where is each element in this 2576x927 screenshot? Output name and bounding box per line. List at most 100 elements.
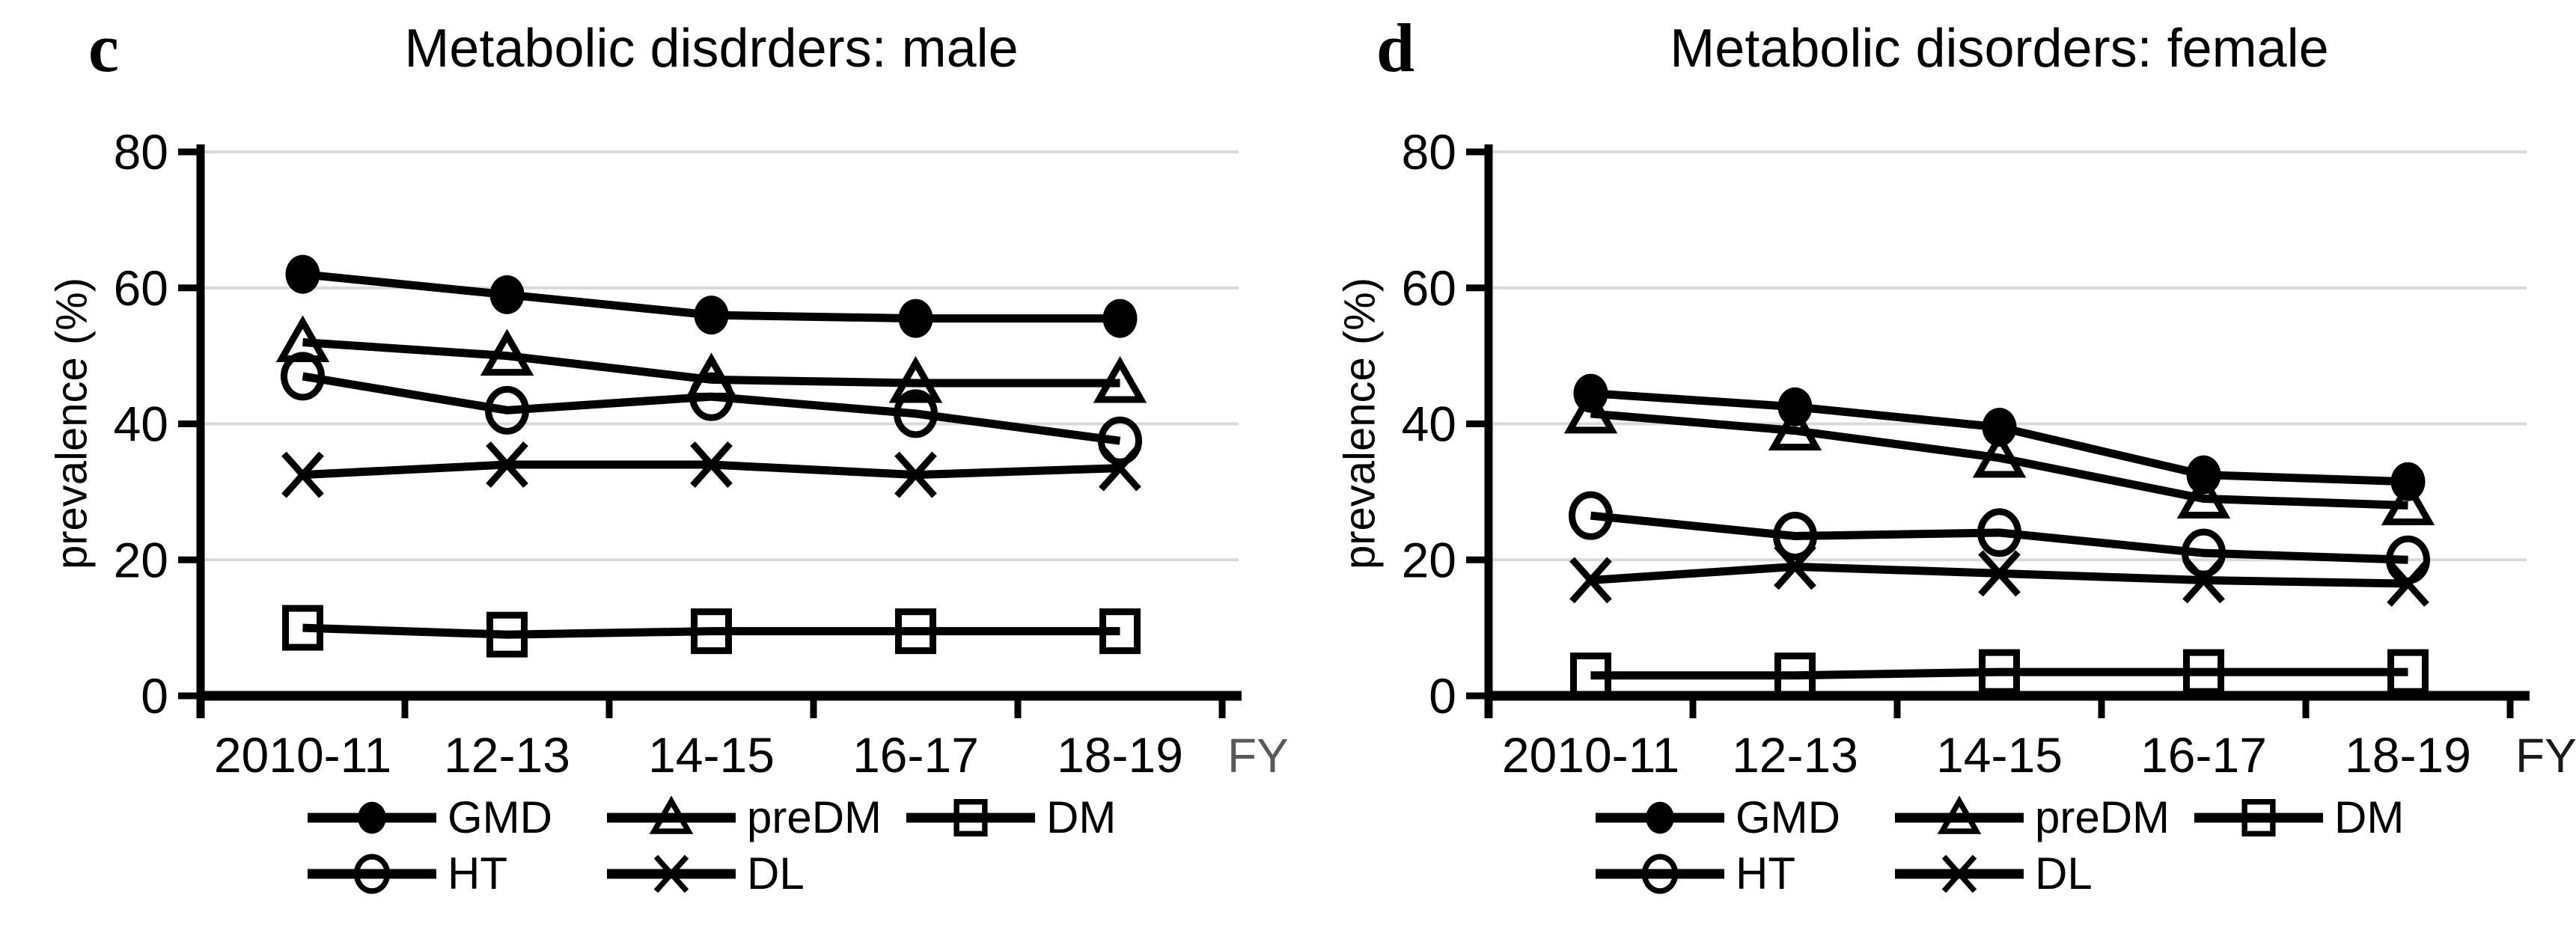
open-square-marker-DM — [691, 608, 732, 655]
open-triangle-marker-preDM — [480, 328, 534, 376]
open-square-marker-DM — [2387, 649, 2429, 695]
plot-svg-male: 0 20 40 60 80 2010-11 12-13 14-15 16-17 18-19 FY — [114, 124, 1288, 783]
open-circle-icon — [308, 853, 436, 894]
chart-title-male: Metabolic disdrders: male — [404, 19, 1019, 79]
series-line-preDM — [302, 337, 1120, 388]
x-tick-label: 18-19 — [1057, 727, 1183, 783]
legend-label: DL — [2035, 848, 2093, 899]
open-circle-glyph — [1641, 853, 1679, 894]
x-cross-marker-DL — [1978, 550, 2021, 597]
open-square-glyph — [953, 798, 988, 836]
open-square-icon — [906, 798, 1035, 836]
legend-label: DL — [747, 848, 805, 899]
legend-item-preDM: preDM — [1893, 792, 2192, 843]
open-triangle-marker-preDM — [2381, 478, 2435, 526]
y-tick-label: 60 — [114, 260, 168, 316]
open-circle-marker-HT — [1569, 491, 1613, 540]
x-tick-label: 12-13 — [444, 727, 570, 783]
legend-label: DM — [1046, 792, 1117, 842]
x-tick-label: 16-17 — [2140, 727, 2267, 783]
filled-circle-icon — [1596, 801, 1724, 833]
x-tick-label: 14-15 — [1936, 727, 2063, 783]
chart-title-female: Metabolic disorders: female — [1670, 19, 2329, 79]
open-circle-marker-HT — [1977, 508, 2021, 557]
x-tick-label: 2010-11 — [214, 727, 391, 783]
legend-item-GMD: GMD — [305, 792, 605, 843]
open-square-marker-DM — [486, 611, 528, 658]
x-cross-marker-DL — [1569, 557, 1612, 604]
x-tick-label: 12-13 — [1732, 727, 1858, 783]
panel-letter-c: c — [88, 10, 119, 86]
y-tick-label: 20 — [114, 532, 168, 587]
open-circle-marker-HT — [485, 385, 529, 435]
filled-circle-glyph — [358, 801, 386, 833]
open-triangle-marker-preDM — [888, 355, 943, 403]
y-tick-label: 60 — [1402, 260, 1456, 316]
filled-circle-marker-GMD — [898, 299, 933, 338]
open-square-marker-DM — [2183, 649, 2224, 695]
open-square-marker-DM — [1979, 649, 2020, 695]
series-line-DM — [302, 623, 1120, 639]
legend-item-DM: DM — [2192, 792, 2404, 843]
open-square-icon — [2194, 798, 2323, 836]
legend-item-preDM: preDM — [605, 792, 904, 843]
filled-circle-glyph — [1646, 801, 1674, 833]
filled-circle-marker-GMD — [1102, 299, 1138, 338]
x-tick-label: 14-15 — [648, 727, 775, 783]
x-cross-marker-DL — [1099, 444, 1141, 492]
open-circle-marker-HT — [1773, 511, 1817, 560]
filled-circle-marker-GMD — [489, 275, 525, 314]
open-square-marker-DM — [1774, 652, 1816, 699]
panel-female-chart: d Metabolic disorders: female prevalence… — [1288, 0, 2576, 927]
x-cross-marker-DL — [281, 451, 324, 498]
x-cross-icon — [607, 854, 736, 893]
filled-circle-marker-GMD — [285, 254, 320, 294]
panel-male-chart: c Metabolic disdrders: male prevalence (… — [48, 10, 1289, 899]
open-circle-marker-HT — [689, 372, 733, 421]
panel-letter-d: d — [1376, 10, 1415, 86]
legend-label: GMD — [1736, 792, 1840, 842]
open-triangle-icon — [1895, 795, 2024, 834]
x-cross-marker-DL — [486, 441, 528, 489]
open-triangle-glyph — [1937, 795, 1982, 834]
y-tick-label: 0 — [1429, 668, 1456, 723]
x-cross-marker-DL — [2182, 557, 2225, 604]
plot-svg-female: 0 20 40 60 80 2010-11 12-13 14-15 16-17 18-19 FY — [1402, 124, 2576, 783]
legend-label: HT — [1736, 848, 1795, 899]
open-triangle-marker-preDM — [1972, 430, 2027, 478]
legend-spacer — [2192, 848, 2404, 899]
series-line-DM — [1590, 667, 2408, 680]
x-tick-label: 18-19 — [2345, 727, 2471, 783]
y-tick-label: 40 — [1402, 397, 1456, 452]
y-tick-label: 80 — [114, 124, 168, 180]
open-triangle-marker-preDM — [1563, 386, 1618, 434]
open-circle-marker-HT — [1098, 416, 1142, 465]
chart-legend: GMD preDM DM HT DL — [305, 792, 1116, 899]
open-triangle-glyph — [649, 795, 694, 834]
open-circle-icon — [1596, 853, 1724, 894]
series-line-HT — [1590, 511, 2408, 564]
series-line-preDM — [1590, 409, 2408, 510]
y-tick-label: 80 — [1402, 124, 1456, 180]
x-tick-label: 2010-11 — [1502, 727, 1679, 783]
open-circle-marker-HT — [894, 389, 938, 438]
legend-label: preDM — [2035, 792, 2170, 842]
open-circle-glyph — [353, 853, 391, 894]
legend-label: HT — [448, 848, 507, 899]
legend-item-DL: DL — [605, 848, 904, 899]
open-circle-marker-HT — [2182, 528, 2226, 578]
x-tick-label: 16-17 — [852, 727, 979, 783]
legend-item-HT: HT — [305, 848, 605, 899]
y-tick-label: 40 — [114, 397, 168, 452]
legend-item-DM: DM — [904, 792, 1116, 843]
legend-label: DM — [2334, 792, 2405, 842]
x-axis-unit-label: FY — [1227, 729, 1288, 783]
legend-item-HT: HT — [1593, 848, 1893, 899]
x-cross-marker-DL — [2387, 560, 2429, 608]
x-cross-icon — [1895, 854, 2024, 893]
open-triangle-marker-preDM — [1093, 355, 1147, 403]
open-square-marker-DM — [1570, 652, 1611, 699]
y-tick-label: 0 — [141, 668, 168, 723]
chart-legend: GMD preDM DM HT DL — [1593, 792, 2404, 899]
x-cross-glyph — [1941, 854, 1977, 893]
